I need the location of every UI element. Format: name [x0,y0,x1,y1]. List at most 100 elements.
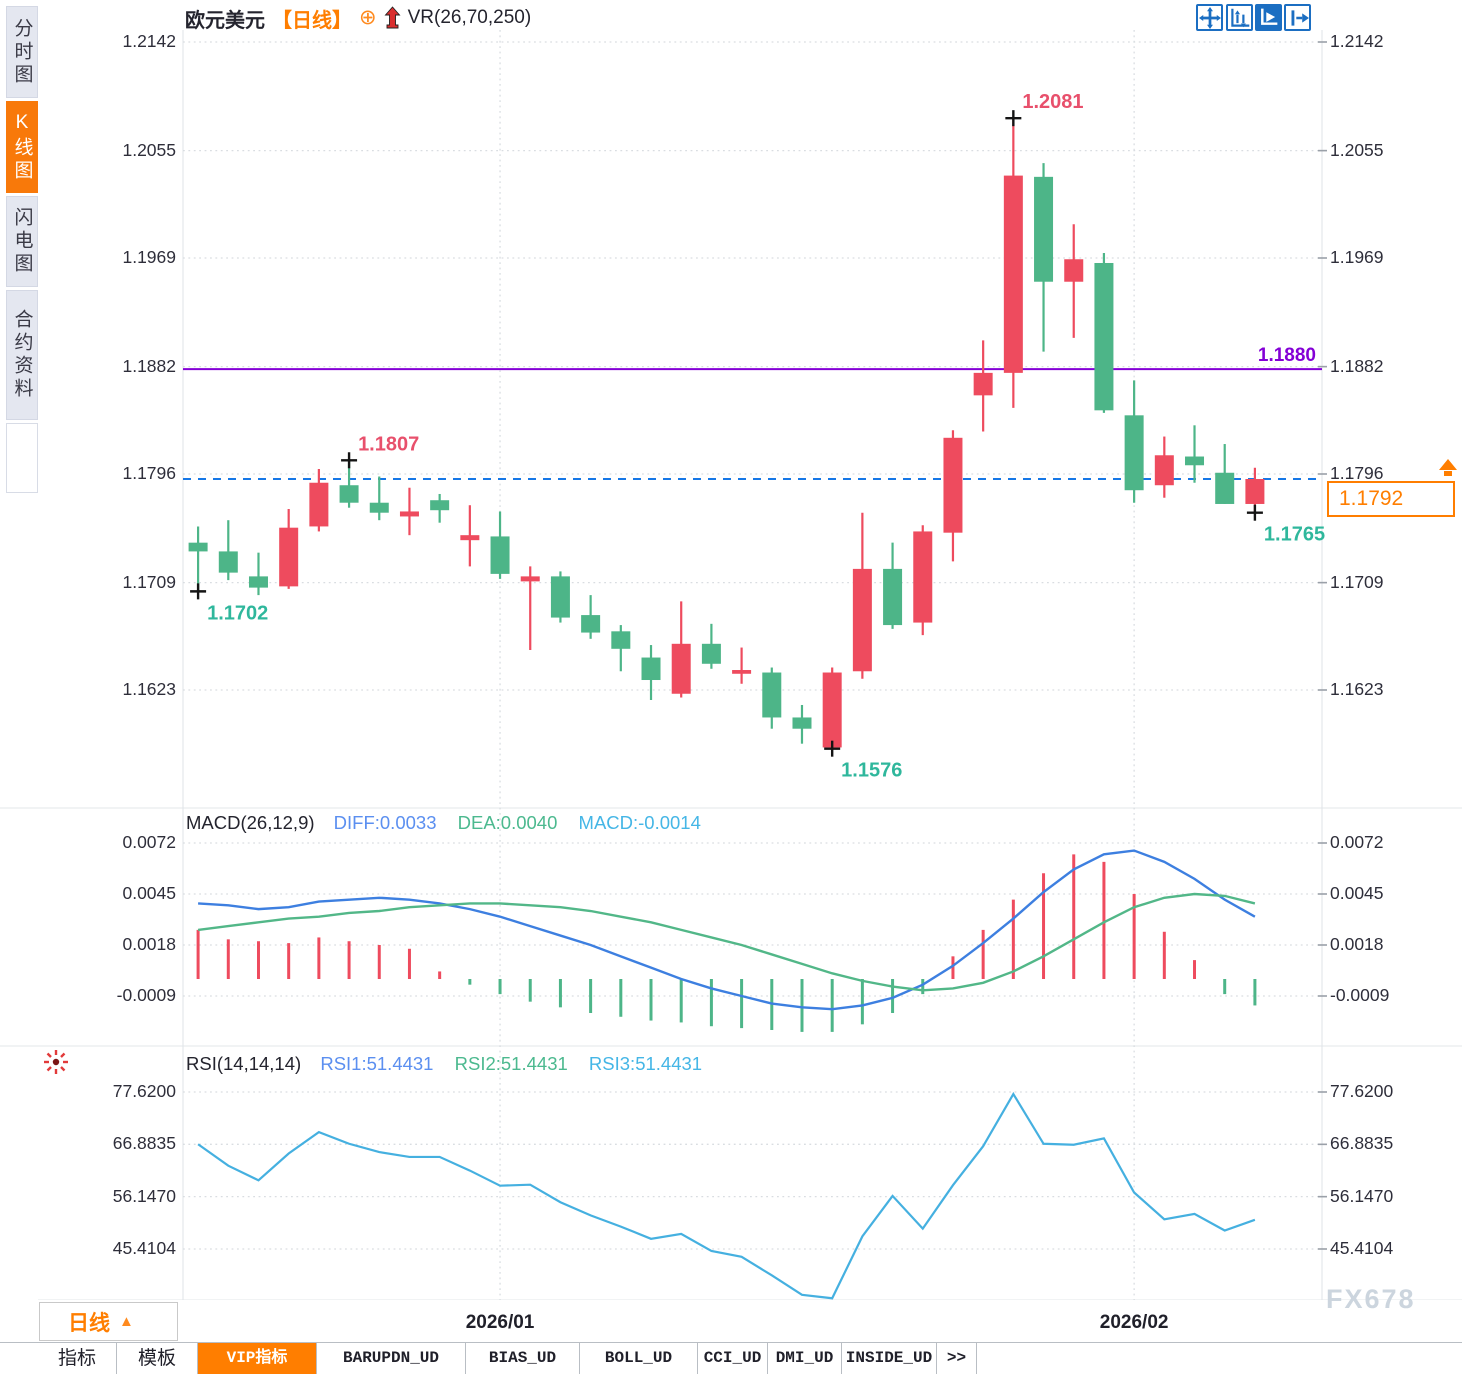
y-axis-label: 1.1709 [122,571,176,592]
y-axis-label: 45.4104 [112,1237,176,1258]
macd-dea-value: DEA:0.0040 [457,812,558,833]
y-axis-label: 0.0018 [1330,934,1384,954]
y-axis-label: 1.1969 [1330,247,1384,267]
candle-body [248,576,268,588]
bottom-tab-7[interactable]: CCI_UD [698,1343,768,1374]
y-axis-label: 1.1882 [1330,355,1384,376]
candle-body [490,536,510,574]
rsi-settings-sun-icon[interactable] [42,1048,70,1076]
bottom-tab-10[interactable]: >> [937,1343,977,1374]
circle-plus-icon[interactable]: ⊕ [359,6,377,29]
candle-body [369,502,389,513]
move-icon[interactable] [1196,4,1223,31]
price-up-arrow-icon [1437,459,1459,482]
candle-body [1124,415,1144,491]
y-axis-label: 1.1796 [1330,463,1384,483]
y-axis-label: 56.1470 [1330,1185,1394,1206]
rsi-line [197,1091,1256,1300]
candle-body [1185,456,1205,466]
y-axis-label: -0.0009 [1330,985,1390,1005]
rsi-header: RSI(14,14,14) RSI1:51.4431 RSI2:51.4431 … [186,1053,702,1075]
sidebar-item-2[interactable]: K线图 [6,101,38,193]
y-axis-label: 1.1709 [1330,571,1384,592]
y-axis-label: 1.1969 [122,247,176,267]
candle-body [883,568,903,626]
candle-body [973,372,993,396]
sidebar-spacer [6,423,38,493]
candle-body [1003,175,1023,373]
candle-body [550,576,570,618]
rsi2-value: RSI2:51.4431 [454,1053,568,1074]
bottom-tab-2[interactable]: 模板 [117,1343,198,1374]
bottom-tab-1[interactable]: 指标 [38,1343,117,1374]
y-axis-label: 1.1623 [122,679,176,699]
jump-right-icon[interactable] [1284,4,1311,31]
y-axis-label: 1.2142 [1330,31,1384,51]
y-axis-label: 66.8835 [1330,1133,1394,1154]
bottom-tab-4[interactable]: BARUPDN_UD [317,1343,466,1374]
bottom-tab-5[interactable]: BIAS_UD [466,1343,580,1374]
y-axis-label: 56.1470 [112,1185,176,1206]
bottom-tab-3[interactable]: VIP指标 [198,1343,317,1374]
candle-body [1154,455,1174,486]
candle-body [399,511,419,517]
candle-body [641,657,661,681]
period-selector-button[interactable]: 日线 ▲ [39,1302,178,1341]
alert-price-label: 1.1880 [1258,345,1316,366]
extreme-price-label: 1.2081 [1022,91,1083,113]
y-axis-label: 0.0045 [122,883,176,903]
rsi1-value: RSI1:51.4431 [320,1053,434,1074]
y-axis-label: 0.0072 [1330,832,1384,852]
y-axis-label: 1.1623 [1330,679,1384,699]
chart-header: 欧元美元 【日线】 ⊕ VR(26,70,250) [185,5,532,32]
extreme-price-label: 1.1765 [1264,524,1325,546]
candle-body [701,643,721,664]
candle-body [1034,176,1054,282]
extreme-price-label: 1.1702 [207,602,268,624]
sidebar-item-1[interactable]: 分时图 [6,6,38,98]
macd-diff-line [198,849,1256,1011]
vr-indicator-label: VR(26,70,250) [407,7,532,28]
indicator-tab-bar: 指标 模板 VIP指标 BARUPDN_UD BIAS_UD BOLL_UD CCI_UD D… [0,1342,1462,1374]
sidebar-item-4[interactable]: 合约资料 [6,290,38,420]
rsi-params-label[interactable]: RSI(14,14,14) [186,1053,302,1074]
period-up-triangle-icon: ▲ [119,1313,134,1330]
bottom-tab-6[interactable]: BOLL_UD [580,1343,698,1374]
watermark: FX678 [1326,1284,1416,1314]
period-tag[interactable]: 【日线】 [272,9,352,32]
y-axis-label: 1.1882 [122,355,176,376]
axis-adjust-icon[interactable] [1226,4,1253,31]
candle-body [581,615,601,633]
candle-body [671,643,691,694]
candle-body [762,672,782,718]
x-axis-date-label: 2026/02 [1099,1312,1169,1333]
candle-body [520,576,540,582]
y-axis-label: 0.0018 [122,934,176,954]
candle-body [913,531,933,623]
macd-diff-value: DIFF:0.0033 [333,812,437,833]
candle-body [611,631,631,649]
candle-body [1064,259,1084,282]
y-axis-label: 0.0045 [1330,883,1384,903]
candle-body [188,542,208,552]
rsi3-value: RSI3:51.4431 [588,1053,703,1074]
y-axis-label: 1.2142 [122,31,176,51]
candle-body [430,500,450,511]
y-axis-label: 77.6200 [112,1081,176,1101]
extreme-price-label: 1.1576 [841,760,902,782]
macd-params-label[interactable]: MACD(26,12,9) [186,812,315,833]
y-axis-label: 45.4104 [1330,1237,1394,1258]
bottom-tab-9[interactable]: INSIDE_UD [842,1343,937,1374]
sidebar-item-3[interactable]: 闪电图 [6,196,38,287]
red-up-arrow-icon [384,6,401,30]
y-axis-label: 0.0072 [122,832,176,852]
candle-body [339,485,359,503]
y-axis-label: 1.1796 [122,463,176,483]
macd-dea-line [197,892,1256,992]
axis-play-icon[interactable] [1255,4,1282,31]
period-selector-label: 日线 [68,1311,110,1335]
bottom-tab-8[interactable]: DMI_UD [768,1343,842,1374]
current-price-box: 1.1792 [1327,481,1455,517]
